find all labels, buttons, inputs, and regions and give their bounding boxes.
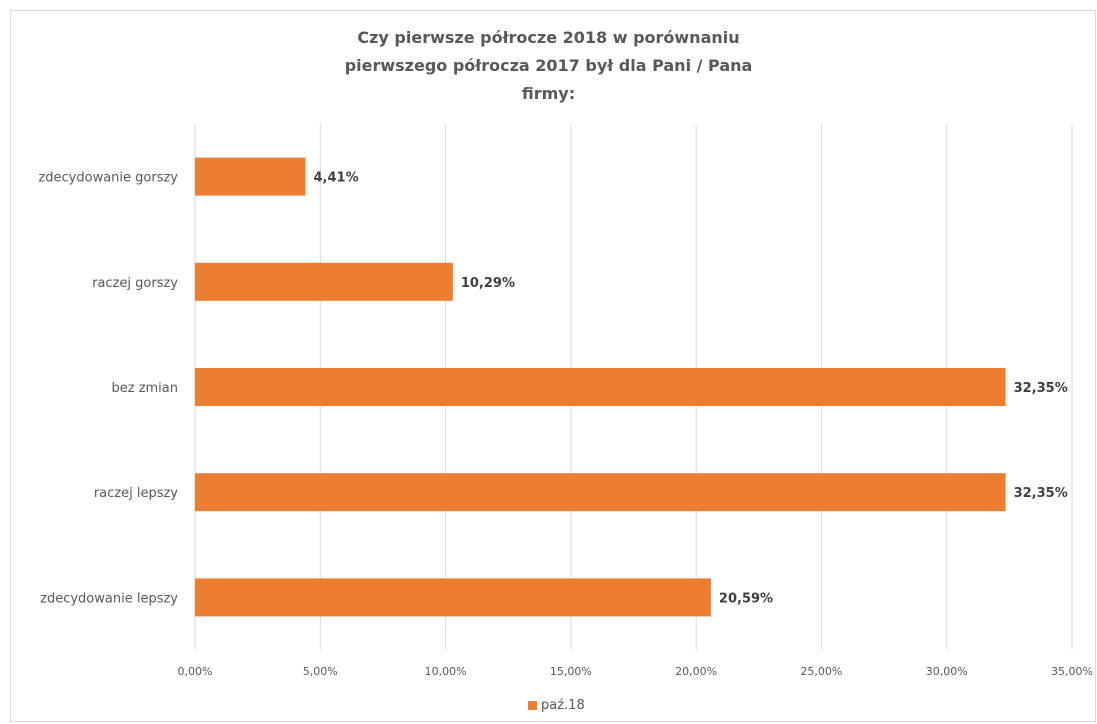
- data-label: 10,29%: [461, 276, 515, 291]
- x-tick-label: 10,00%: [425, 665, 467, 678]
- category-label: raczej gorszy: [92, 276, 178, 291]
- x-tick-label: 5,00%: [303, 665, 338, 678]
- x-tick-label: 15,00%: [550, 665, 592, 678]
- legend: paź.18: [528, 698, 585, 713]
- legend-swatch: [528, 701, 537, 710]
- x-tick-label: 20,00%: [675, 665, 717, 678]
- data-label: 32,35%: [1014, 486, 1068, 501]
- bar: [195, 263, 453, 301]
- category-label: zdecydowanie gorszy: [38, 171, 178, 186]
- category-label: raczej lepszy: [94, 486, 178, 501]
- data-label: 4,41%: [314, 171, 359, 186]
- category-label: zdecydowanie lepszy: [40, 591, 178, 606]
- bar: [195, 368, 1006, 406]
- legend-label: paź.18: [541, 698, 585, 713]
- category-label: bez zmian: [111, 381, 178, 396]
- x-tick-label: 25,00%: [800, 665, 842, 678]
- x-tick-label: 35,00%: [1051, 665, 1093, 678]
- x-tick-label: 30,00%: [926, 665, 968, 678]
- x-tick-label: 0,00%: [178, 665, 213, 678]
- bar: [195, 473, 1006, 511]
- data-label: 32,35%: [1014, 381, 1068, 396]
- bar: [195, 578, 711, 616]
- bar: [195, 158, 306, 196]
- data-label: 20,59%: [719, 591, 773, 606]
